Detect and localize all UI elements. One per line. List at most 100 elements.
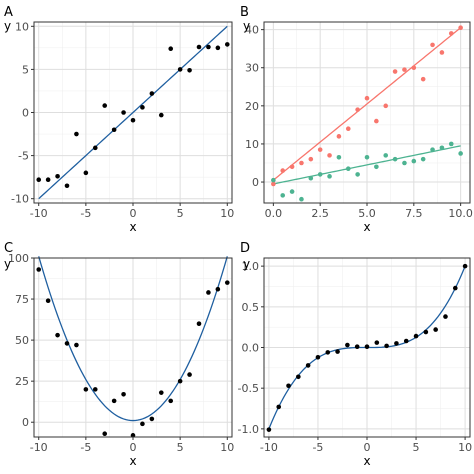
data-point	[392, 69, 398, 74]
panel-d: -10 -5 0 5 10 -1.0 -0.5 0.0 0.5 1.0 Dy x	[238, 241, 473, 468]
y-tick-label: -10	[11, 193, 29, 206]
data-point	[364, 344, 370, 349]
data-point	[345, 126, 351, 131]
y-tick-label: -5	[18, 150, 29, 163]
y-tick-label: 0.5	[242, 301, 260, 314]
plot-border	[33, 21, 233, 204]
data-point	[271, 181, 276, 187]
data-point	[149, 416, 155, 422]
data-point	[45, 298, 51, 303]
x-tick-label: 5	[177, 441, 184, 454]
y-tick-label: 75	[15, 293, 29, 306]
x-tick-label: 7.5	[405, 207, 423, 220]
data-point	[286, 383, 291, 389]
panel-label: D	[240, 241, 250, 256]
data-point	[336, 134, 342, 139]
data-point	[402, 67, 407, 72]
x-tick-label: 0.0	[265, 207, 283, 220]
data-point	[317, 147, 323, 152]
data-point	[327, 174, 332, 179]
data-point	[149, 91, 155, 96]
data-point	[280, 168, 286, 173]
data-point	[402, 160, 407, 166]
x-tick-label: 10	[220, 207, 234, 220]
data-point	[102, 103, 108, 108]
data-point	[448, 31, 454, 36]
y-axis-label: y	[243, 19, 250, 33]
data-point	[187, 67, 192, 73]
data-point	[308, 156, 314, 162]
data-point	[177, 67, 183, 72]
y-tick-label: 50	[15, 334, 29, 347]
data-point	[168, 46, 174, 52]
y-axis-label: y	[243, 257, 250, 271]
x-tick-label: -5	[312, 441, 323, 454]
data-point	[196, 44, 202, 50]
data-point	[102, 431, 108, 437]
data-point	[420, 76, 426, 82]
data-point	[448, 141, 454, 147]
data-point	[36, 177, 42, 183]
plot-border	[263, 257, 471, 438]
y-tick-label: 0.0	[242, 342, 260, 355]
data-point	[458, 25, 463, 31]
data-point	[325, 350, 331, 355]
data-point	[130, 117, 136, 123]
data-point	[276, 404, 282, 410]
data-point	[452, 285, 458, 291]
data-point	[317, 172, 323, 177]
data-point	[121, 110, 126, 115]
data-point	[299, 160, 304, 166]
panel-label: A	[4, 5, 13, 20]
data-point	[224, 42, 230, 47]
y-axis-label: y	[4, 19, 11, 33]
x-axis-label: x	[363, 220, 370, 234]
fit-line	[38, 256, 228, 422]
data-point	[64, 183, 70, 189]
data-point	[111, 398, 117, 404]
data-point	[374, 164, 379, 170]
data-point	[315, 354, 321, 360]
data-point	[411, 65, 417, 71]
y-tick-label: 1.0	[242, 260, 260, 273]
data-point	[354, 344, 360, 349]
x-tick-label: 10	[220, 441, 234, 454]
data-point	[224, 280, 230, 285]
panel-label: C	[4, 241, 13, 256]
y-tick-label: 10	[245, 138, 259, 151]
data-point	[289, 164, 295, 170]
y-axis-label: y	[4, 257, 11, 271]
x-axis-label: x	[129, 220, 136, 234]
data-point	[140, 105, 145, 110]
data-point	[439, 145, 445, 151]
y-tick-label: 20	[245, 100, 259, 113]
x-tick-label: 10	[458, 441, 472, 454]
data-point	[158, 112, 164, 118]
data-point	[345, 342, 350, 348]
y-tick-label: 40	[245, 24, 259, 37]
data-point	[215, 286, 221, 292]
y-tick-label: 0	[252, 176, 259, 189]
data-point	[215, 45, 221, 51]
data-point	[121, 392, 126, 397]
data-point	[394, 341, 399, 346]
x-axis-label: x	[129, 454, 136, 468]
data-point	[55, 173, 60, 179]
data-point	[327, 153, 332, 158]
plot-border	[263, 21, 471, 204]
y-tick-label: 30	[245, 62, 259, 75]
data-point	[355, 172, 360, 177]
y-tick-label: -1.0	[238, 423, 259, 436]
data-point	[439, 50, 445, 55]
data-point	[140, 421, 145, 427]
data-point	[420, 156, 426, 162]
x-tick-label: -5	[80, 441, 91, 454]
fit-line	[273, 145, 461, 185]
data-point	[308, 175, 314, 181]
y-tick-label: 100	[8, 252, 29, 265]
x-tick-label: -10	[30, 441, 48, 454]
data-point	[374, 340, 380, 345]
data-point	[177, 378, 183, 384]
